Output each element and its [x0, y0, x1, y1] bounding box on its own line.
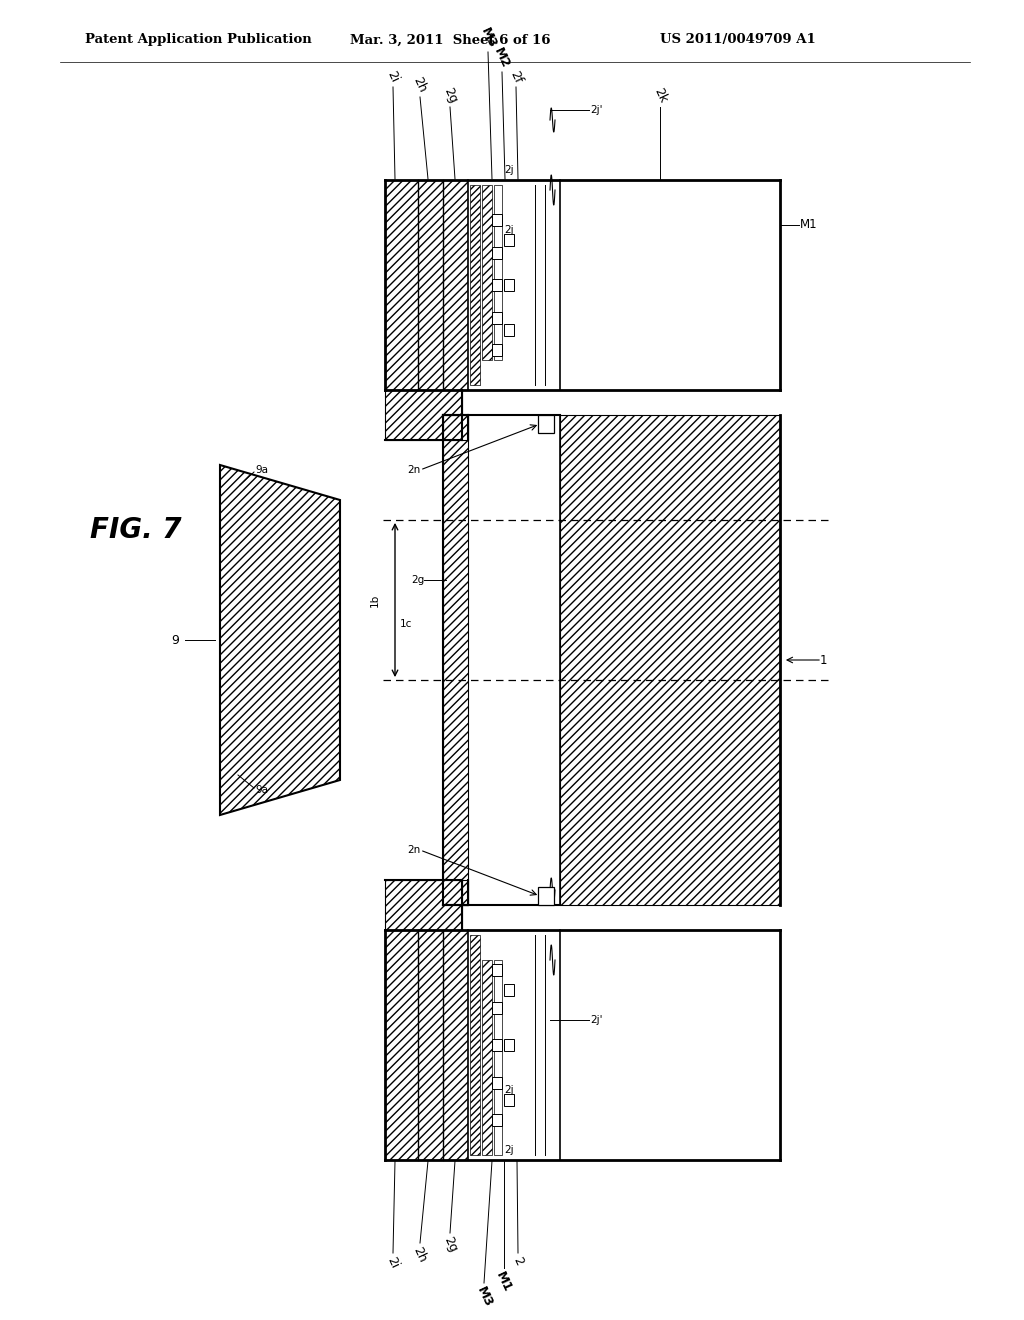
Bar [492, 1114, 502, 1126]
Bar [494, 185, 502, 360]
Bar [470, 935, 480, 1155]
Text: 1: 1 [820, 653, 827, 667]
Text: 9: 9 [171, 634, 179, 647]
Text: Patent Application Publication: Patent Application Publication [85, 33, 311, 46]
Text: 2j: 2j [504, 1144, 514, 1155]
Text: 2j: 2j [504, 165, 514, 176]
Text: 2k: 2k [651, 86, 669, 106]
Bar [504, 983, 514, 997]
Bar [385, 880, 462, 931]
Bar [504, 323, 514, 337]
Bar [538, 414, 554, 433]
Bar [492, 214, 502, 226]
Bar [492, 1077, 502, 1089]
Bar [385, 180, 468, 389]
Text: 2: 2 [510, 1255, 525, 1267]
Text: 9a: 9a [255, 465, 268, 475]
Text: 2h: 2h [411, 1245, 429, 1265]
Text: M3: M3 [477, 25, 499, 50]
Bar [560, 180, 780, 389]
Bar [560, 414, 780, 906]
Bar [504, 279, 514, 290]
Polygon shape [220, 465, 340, 814]
Text: FIG. 7: FIG. 7 [90, 516, 181, 544]
Bar [504, 234, 514, 246]
Bar [443, 414, 468, 440]
Text: 1b: 1b [370, 594, 380, 607]
Bar [494, 960, 502, 1155]
Bar [492, 1002, 502, 1014]
Text: 2j': 2j' [590, 106, 602, 115]
Text: 2h: 2h [411, 75, 429, 95]
Bar [443, 880, 468, 906]
Text: 2i: 2i [385, 1255, 401, 1271]
Bar [468, 180, 780, 389]
Text: 2g: 2g [412, 576, 425, 585]
Bar [538, 887, 554, 906]
Text: US 2011/0049709 A1: US 2011/0049709 A1 [660, 33, 816, 46]
Text: 2n: 2n [407, 845, 420, 855]
Bar [492, 312, 502, 323]
Bar [470, 185, 480, 385]
Bar [492, 279, 502, 290]
Text: 2n: 2n [407, 465, 420, 475]
Bar [492, 1039, 502, 1051]
Bar [482, 960, 492, 1155]
Text: 2j: 2j [504, 224, 514, 235]
Text: 2f: 2f [508, 69, 524, 84]
Bar [482, 185, 492, 360]
Text: M2: M2 [492, 45, 512, 70]
Text: 2g: 2g [440, 1236, 459, 1255]
Text: 1c: 1c [400, 619, 413, 630]
Bar [504, 1094, 514, 1106]
Bar [385, 931, 468, 1160]
Bar [492, 247, 502, 259]
Bar [560, 931, 780, 1160]
Bar [492, 964, 502, 975]
Bar [492, 345, 502, 356]
Text: M3: M3 [474, 1284, 495, 1309]
Bar [504, 1039, 514, 1051]
Text: 2i: 2i [385, 69, 401, 84]
Bar [468, 931, 780, 1160]
Text: M1: M1 [494, 1270, 514, 1295]
Bar [385, 389, 462, 440]
Text: 2g: 2g [440, 84, 459, 106]
Text: M1: M1 [800, 219, 817, 231]
Bar [443, 414, 468, 906]
Text: 2j': 2j' [590, 1015, 602, 1026]
Text: 9a: 9a [255, 785, 268, 795]
Text: 2j: 2j [504, 1085, 514, 1096]
Text: Mar. 3, 2011  Sheet 6 of 16: Mar. 3, 2011 Sheet 6 of 16 [350, 33, 551, 46]
